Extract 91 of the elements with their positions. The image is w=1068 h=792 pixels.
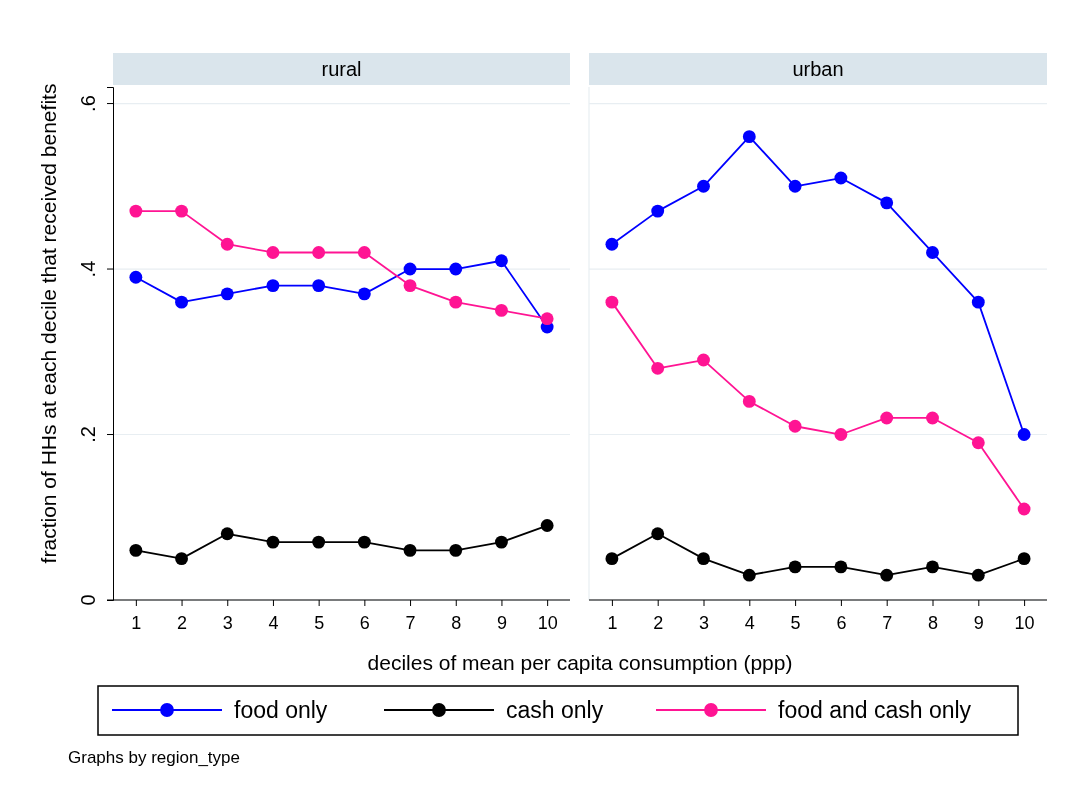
point <box>651 527 665 541</box>
x-tick-label: 2 <box>653 612 664 633</box>
legend-label: cash only <box>506 697 604 723</box>
x-tick-label: 7 <box>882 612 893 633</box>
y-axis-title: fraction of HHs at each decile that received benefits <box>37 83 60 564</box>
legend-label: food and cash only <box>778 697 972 723</box>
chart-title: rural <box>321 58 362 80</box>
y-tick-label: .6 <box>77 95 99 112</box>
point <box>449 543 463 557</box>
point <box>834 560 848 574</box>
point <box>697 179 710 193</box>
x-tick-label: 7 <box>405 612 416 633</box>
point <box>175 204 188 218</box>
point <box>129 270 143 284</box>
text: Graphs by region_type <box>68 748 240 767</box>
point <box>880 196 894 210</box>
x-tick-label: 8 <box>927 612 939 633</box>
x-tick-label: 1 <box>607 612 618 633</box>
point <box>651 361 665 375</box>
x-tick-label: 5 <box>314 612 325 633</box>
x-tick-label: 10 <box>537 612 558 633</box>
point <box>788 419 802 433</box>
point <box>266 535 280 549</box>
point <box>357 287 371 301</box>
point <box>129 543 143 557</box>
point <box>357 246 371 259</box>
x-tick-label: 3 <box>222 612 233 633</box>
point <box>495 254 508 268</box>
point <box>175 295 188 309</box>
point <box>1017 552 1031 566</box>
point <box>1017 428 1031 441</box>
point <box>540 312 554 326</box>
point <box>220 287 234 301</box>
y-tick-label: .4 <box>77 260 99 278</box>
point <box>926 246 939 259</box>
x-tick-label: 1 <box>131 612 142 633</box>
point <box>175 552 188 566</box>
point <box>880 568 894 582</box>
point <box>926 560 939 574</box>
point <box>312 246 326 259</box>
point <box>926 411 939 425</box>
point <box>266 246 280 259</box>
x-tick-label: 8 <box>451 612 462 633</box>
point <box>605 237 619 251</box>
point <box>449 262 463 276</box>
point <box>834 171 848 185</box>
y-tick-label: 0 <box>77 594 99 606</box>
point <box>220 527 234 541</box>
point <box>312 535 326 549</box>
x-tick-label: 2 <box>177 612 188 633</box>
point <box>540 519 554 532</box>
chart-title: urban <box>792 58 844 80</box>
x-tick-label: 9 <box>973 612 984 633</box>
point <box>788 560 802 574</box>
y-tick-label: .2 <box>77 426 99 443</box>
point <box>834 428 848 441</box>
point <box>1017 502 1031 516</box>
x-tick-label: 4 <box>268 612 279 633</box>
point <box>788 179 802 193</box>
point <box>357 535 371 549</box>
x-tick-label: 6 <box>836 612 847 633</box>
x-tick-label: 10 <box>1014 612 1035 633</box>
x-tick-label: 4 <box>744 612 755 633</box>
point <box>449 295 463 309</box>
point <box>129 204 143 218</box>
point <box>495 303 508 317</box>
point <box>495 535 508 549</box>
point <box>697 552 710 566</box>
x-axis-title: deciles of mean per capita consumption (ppp) <box>367 651 793 674</box>
legend-label: food only <box>234 697 328 723</box>
point <box>403 279 417 292</box>
point <box>971 436 985 450</box>
point <box>971 568 985 582</box>
point <box>742 130 756 144</box>
point <box>971 295 985 309</box>
point <box>220 237 234 251</box>
point <box>312 279 326 292</box>
x-tick-label: 6 <box>359 612 370 633</box>
point <box>403 262 417 276</box>
point <box>403 543 417 557</box>
point <box>605 552 619 566</box>
x-tick-label: 9 <box>496 612 507 633</box>
point <box>651 204 665 218</box>
point <box>880 411 894 425</box>
point <box>266 279 280 292</box>
point <box>742 568 756 582</box>
point <box>605 295 619 309</box>
point <box>697 353 710 367</box>
point <box>742 395 756 408</box>
x-tick-label: 5 <box>790 612 801 633</box>
x-tick-label: 3 <box>698 612 710 633</box>
